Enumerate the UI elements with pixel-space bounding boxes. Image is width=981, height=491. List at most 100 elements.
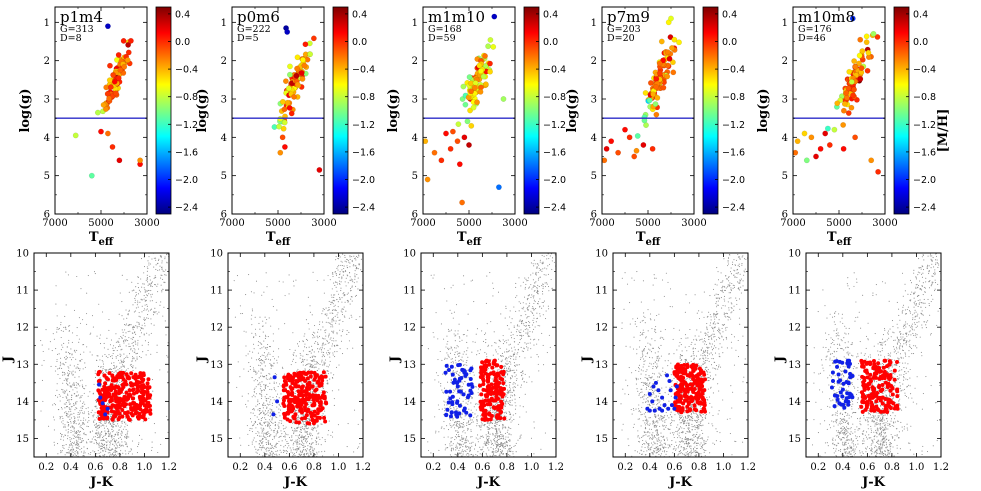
field-star — [322, 405, 324, 407]
field-star — [72, 451, 74, 453]
field-star — [280, 422, 282, 424]
field-star — [269, 373, 271, 375]
field-star — [86, 442, 88, 444]
field-star — [149, 279, 151, 281]
field-star — [76, 407, 78, 410]
field-star — [325, 352, 328, 354]
field-star — [105, 371, 107, 373]
field-star — [278, 436, 280, 439]
field-star — [551, 268, 553, 270]
field-star — [94, 273, 96, 275]
field-star — [499, 430, 501, 432]
field-star — [83, 450, 85, 452]
field-star — [124, 336, 126, 338]
field-star — [307, 452, 309, 454]
field-star — [96, 355, 98, 357]
field-star — [145, 309, 147, 311]
field-star — [332, 275, 334, 278]
field-star — [322, 308, 324, 310]
field-star — [77, 440, 79, 442]
cmd-giant-star — [103, 394, 108, 399]
field-star — [261, 432, 263, 434]
field-star — [259, 375, 262, 377]
field-star — [100, 422, 102, 424]
field-star — [334, 315, 336, 317]
field-star — [108, 430, 110, 432]
field-star — [521, 378, 523, 380]
x-tick-label: 3000 — [311, 218, 336, 229]
cmd-giant-star — [307, 395, 312, 400]
field-star — [115, 433, 117, 435]
field-star — [77, 452, 79, 454]
field-star — [161, 289, 163, 291]
cmd-giant-star — [323, 374, 328, 379]
field-star — [135, 333, 137, 335]
field-star — [265, 418, 267, 420]
field-star — [58, 367, 60, 370]
field-star — [79, 369, 81, 372]
field-star — [75, 439, 77, 441]
field-star — [278, 408, 280, 410]
field-star — [118, 338, 120, 340]
field-star — [268, 397, 270, 399]
field-star — [107, 448, 109, 450]
field-star — [81, 422, 84, 424]
field-star — [67, 375, 69, 377]
field-star — [354, 295, 357, 297]
field-star — [79, 441, 81, 444]
field-star — [109, 444, 111, 446]
field-star — [67, 394, 69, 396]
field-star — [68, 407, 70, 409]
field-star — [329, 356, 331, 358]
dwarf-star — [98, 128, 104, 135]
field-star — [303, 437, 305, 439]
field-star — [268, 454, 270, 456]
dwarf-count: D=8 — [60, 33, 82, 44]
field-star — [147, 317, 149, 319]
cmd-giant-star — [287, 403, 292, 408]
dwarf-star — [447, 145, 454, 152]
field-star — [136, 352, 138, 354]
field-star — [246, 406, 248, 408]
field-star — [317, 337, 319, 339]
field-star — [306, 359, 308, 361]
field-star — [287, 434, 289, 436]
giant-star — [291, 94, 297, 100]
field-star — [139, 301, 141, 303]
field-star — [160, 284, 162, 286]
field-star — [453, 311, 455, 313]
field-star — [332, 300, 334, 302]
field-star — [67, 452, 69, 454]
field-star — [259, 413, 261, 415]
field-star — [107, 403, 109, 406]
field-star — [63, 379, 65, 381]
field-star — [332, 337, 334, 339]
x-tick-label: 0.4 — [63, 462, 79, 473]
field-star — [324, 338, 326, 340]
field-star — [108, 441, 111, 443]
field-star — [281, 398, 283, 400]
field-star — [270, 376, 272, 378]
field-star — [518, 331, 521, 333]
field-star — [115, 450, 117, 452]
field-star — [122, 331, 124, 333]
field-star — [345, 310, 347, 312]
field-star — [268, 426, 270, 428]
field-star — [261, 395, 263, 397]
y-axis-label: J — [195, 356, 210, 363]
field-star — [318, 432, 320, 434]
field-star — [265, 438, 267, 440]
cmd-giant-star — [96, 410, 101, 415]
field-star — [132, 350, 134, 352]
field-star — [137, 344, 139, 346]
field-star — [167, 356, 169, 358]
field-star — [62, 396, 64, 399]
field-star — [324, 441, 326, 443]
field-star — [329, 312, 331, 314]
field-star — [86, 323, 88, 325]
field-star — [96, 432, 98, 435]
field-star — [323, 292, 325, 294]
field-star — [272, 422, 274, 424]
field-star — [255, 405, 257, 407]
field-star — [331, 288, 333, 290]
